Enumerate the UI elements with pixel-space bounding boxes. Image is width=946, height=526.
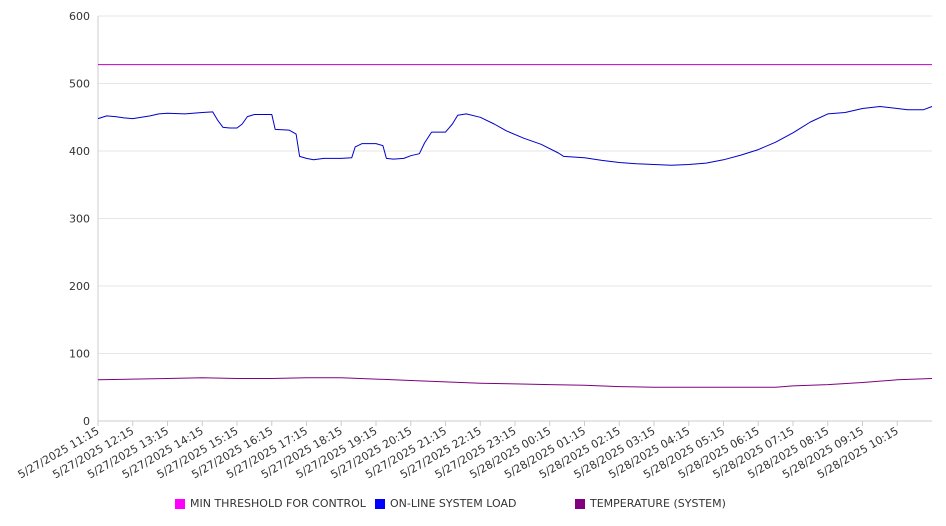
series-line-1 [97, 106, 933, 166]
legend-swatch-system-load [375, 498, 385, 509]
y-tick-label: 0 [83, 415, 90, 428]
legend-label-system-load: ON-LINE SYSTEM LOAD [390, 497, 517, 510]
y-tick-label: 400 [69, 145, 90, 158]
legend-swatch-min-threshold [175, 498, 185, 509]
axes [97, 16, 932, 426]
y-tick-label: 300 [69, 213, 90, 226]
y-tick-label: 600 [69, 10, 90, 23]
legend-label-temperature: TEMPERATURE (SYSTEM) [590, 497, 726, 510]
y-tick-label: 200 [69, 280, 90, 293]
series-line-2 [97, 377, 933, 388]
legend-item-system-load[interactable]: ON-LINE SYSTEM LOAD [375, 497, 516, 510]
legend-item-temperature[interactable]: TEMPERATURE (SYSTEM) [575, 497, 726, 510]
legend-label-min-threshold: MIN THRESHOLD FOR CONTROL [190, 497, 366, 510]
legend-item-min-threshold[interactable]: MIN THRESHOLD FOR CONTROL [175, 497, 366, 510]
y-tick-labels: 0 100 200 300 400 500 600 [69, 10, 90, 428]
grid-lines [98, 15, 932, 354]
y-tick-label: 100 [69, 348, 90, 361]
x-tick-labels: 5/27/2025 11:155/27/2025 12:155/27/2025 … [16, 424, 901, 481]
legend-swatch-temperature [575, 498, 585, 509]
y-tick-label: 500 [69, 78, 90, 91]
legend: MIN THRESHOLD FOR CONTROL ON-LINE SYSTEM… [0, 497, 946, 515]
series-lines [97, 64, 933, 388]
